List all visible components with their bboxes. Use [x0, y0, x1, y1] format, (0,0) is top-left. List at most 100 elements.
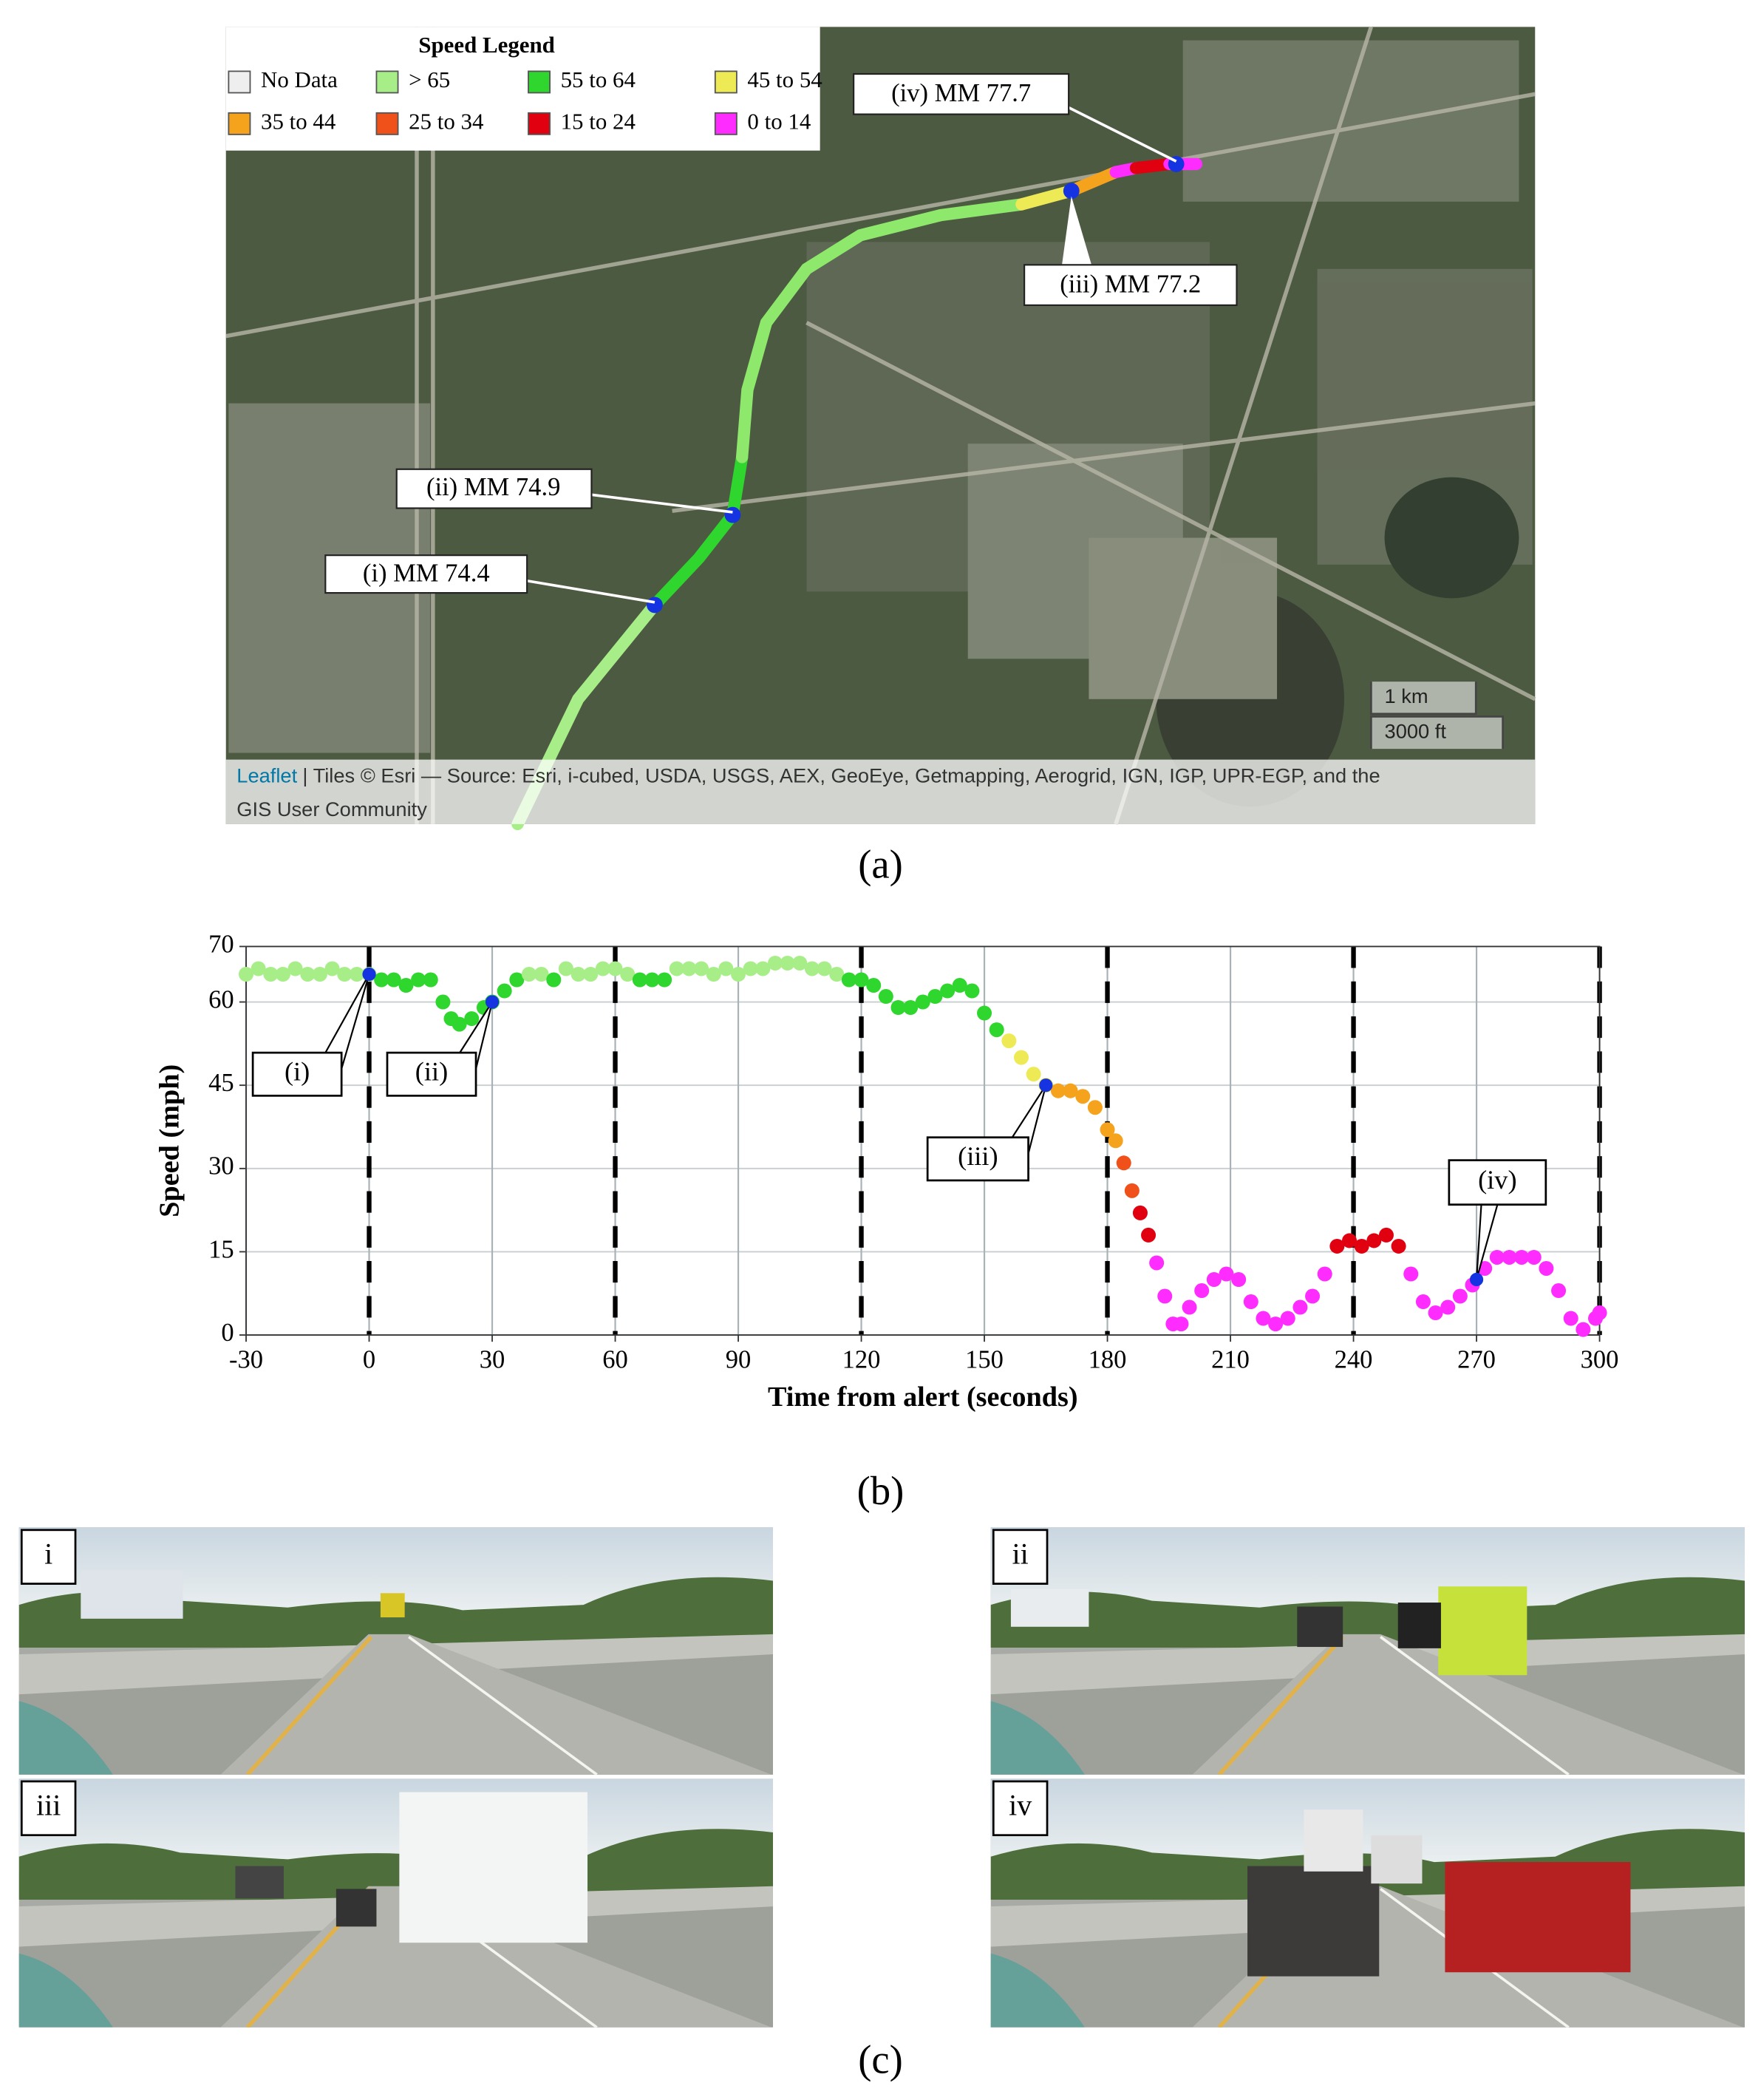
speed-point [1219, 1266, 1234, 1282]
map: (i) MM 74.4 (ii) MM 74.9 (iii) MM 77.2 (… [225, 26, 1536, 831]
speed-point [1502, 1249, 1517, 1265]
legend-label: > 65 [409, 67, 450, 92]
speed-point [1063, 1083, 1078, 1098]
annotation-label: (ii) [415, 1057, 448, 1087]
callout-label: (iv) MM 77.7 [891, 79, 1031, 107]
speed-point [841, 972, 856, 988]
photo [19, 1527, 773, 1775]
legend-label: 15 to 24 [561, 108, 636, 134]
speed-point [755, 961, 771, 976]
speed-point [1342, 1233, 1358, 1248]
speed-point [607, 961, 623, 976]
speed-point [1292, 1299, 1308, 1315]
speed-point [718, 961, 734, 976]
callout-label: (ii) MM 74.9 [426, 473, 560, 501]
speed-point [1141, 1227, 1157, 1243]
speed-point [731, 966, 746, 982]
speed-point [1539, 1260, 1554, 1276]
speed-point [1256, 1311, 1271, 1326]
speed-point [1206, 1271, 1222, 1288]
annotation-box [386, 1051, 477, 1097]
annotation-label: (iv) [1478, 1165, 1517, 1195]
legend-swatch [375, 112, 399, 135]
speed-point [817, 961, 832, 976]
speed-point [374, 972, 389, 988]
speed-point [1576, 1322, 1591, 1337]
y-tick-label: 45 [208, 1069, 234, 1097]
x-tick-label: 210 [1211, 1345, 1250, 1373]
speed-point [657, 972, 672, 988]
photo-label-box [992, 1780, 1049, 1837]
speed-point [1243, 1294, 1258, 1310]
speed-point [694, 961, 709, 976]
legend-title: Speed Legend [418, 32, 555, 58]
speed-point [1526, 1249, 1542, 1265]
speed-point [1231, 1271, 1247, 1288]
annotation-label: (iii) [958, 1141, 998, 1171]
callout-boxes [324, 72, 1238, 594]
legend-items: No Data > 65 55 to 64 45 to 54 35 to 44 25 to… [228, 67, 822, 135]
speed-point [792, 955, 808, 971]
photo-label: ii [1012, 1537, 1029, 1570]
speed-point [398, 978, 414, 993]
legend-label: 35 to 44 [261, 108, 335, 134]
speed-point [1194, 1283, 1210, 1299]
speed-point [546, 972, 562, 988]
legend-swatch [528, 112, 551, 135]
legend-label: 55 to 64 [561, 67, 636, 92]
speed-point [854, 972, 869, 988]
x-tick-label: 150 [965, 1345, 1004, 1373]
speed-point [1489, 1249, 1505, 1265]
scale-label: 3000 ft [1385, 719, 1447, 742]
callout-label: (i) MM 74.4 [363, 559, 490, 587]
speed-point [927, 989, 943, 1005]
speed-point [423, 972, 438, 988]
annotation-box [1448, 1159, 1547, 1206]
speed-point [1132, 1205, 1148, 1220]
speed-point [1317, 1266, 1332, 1282]
legend-swatch [714, 70, 738, 94]
x-axis-title: Time from alert (seconds) [768, 1382, 1078, 1413]
legend-label: 45 to 54 [747, 67, 822, 92]
speed-point [1452, 1288, 1468, 1304]
speed-point [275, 966, 290, 982]
speed-point [1354, 1238, 1369, 1254]
y-tick-label: 70 [208, 930, 234, 958]
attribution-text: | Tiles © Esri — Source: Esri, i-cubed, … [302, 764, 1380, 786]
speed-point [780, 955, 795, 971]
annotation-label: (i) [285, 1057, 310, 1087]
speed-point [1116, 1155, 1131, 1171]
attribution-link[interactable]: Leaflet [236, 764, 297, 786]
speed-point [1366, 1233, 1382, 1248]
speed-point [1268, 1316, 1284, 1332]
map-roads [225, 26, 1536, 825]
speed-point [1182, 1299, 1197, 1315]
speed-point [669, 961, 684, 976]
caption: (b) [857, 1468, 905, 1513]
legend-swatch [228, 70, 251, 94]
annotation-marker [1039, 1078, 1053, 1093]
scale-bar: 1 km 3000 ft [1370, 682, 1504, 750]
speed-point [940, 983, 956, 999]
vehicles [81, 1570, 1631, 1977]
speed-point [1100, 1122, 1115, 1138]
speed-point [411, 972, 426, 988]
y-tick-label: 15 [208, 1235, 234, 1263]
speed-point [1087, 1100, 1103, 1115]
x-tick-label: -30 [229, 1345, 263, 1373]
speed-point [337, 966, 352, 982]
speed-point [452, 1016, 467, 1032]
legend-swatch [528, 70, 551, 94]
callout-pointers [526, 106, 1177, 604]
speed-point [743, 961, 758, 976]
x-tick-label: 120 [842, 1345, 881, 1373]
annotation-marker [362, 967, 376, 982]
speed-point [1514, 1249, 1530, 1265]
speed-point [583, 966, 599, 982]
legend-label: 0 to 14 [747, 108, 811, 134]
speed-point [287, 961, 303, 976]
speed-point [1026, 1067, 1041, 1082]
attribution-bar [225, 759, 1536, 824]
